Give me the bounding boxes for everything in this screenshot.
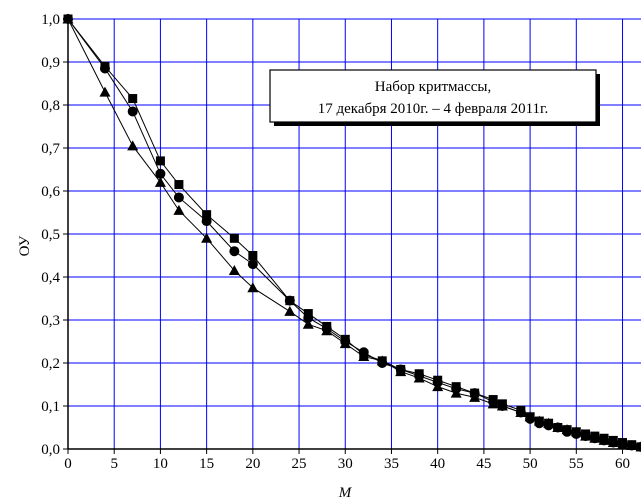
data-point-triangle [607, 437, 619, 448]
data-point-triangle [450, 387, 462, 398]
data-point-triangle [496, 400, 508, 411]
data-point-triangle [570, 426, 582, 437]
x-tick-label: 0 [64, 456, 72, 472]
series-layer [62, 13, 641, 452]
x-axis-title: M [338, 485, 353, 501]
data-point-triangle [201, 232, 213, 243]
data-point-triangle [561, 424, 573, 435]
data-point-square [202, 210, 212, 220]
series-triangle [62, 13, 641, 452]
y-axis-title: ОУ [17, 235, 33, 256]
data-point-triangle [99, 86, 111, 97]
y-tick-label: 1,0 [41, 12, 60, 28]
data-point-triangle [543, 417, 555, 428]
data-point-triangle [321, 325, 333, 336]
x-tick-label: 40 [430, 456, 445, 472]
x-tick-label: 35 [384, 456, 399, 472]
y-tick-label: 0,9 [41, 55, 60, 71]
y-tick-label: 0,5 [41, 227, 60, 243]
data-point-square [174, 180, 184, 190]
y-tick-label: 0,1 [41, 399, 60, 415]
data-point-circle [99, 63, 110, 74]
ticks: 0 5 10 15 20 25 30 35 40 45 50 55 60 0,0 0,1 0,2 0,3 0,4 0… [41, 12, 630, 472]
data-point-triangle [302, 318, 314, 329]
x-tick-label: 20 [245, 456, 260, 472]
data-point-triangle [173, 204, 185, 215]
legend-line-1: Набор критмассы, [375, 79, 491, 95]
x-tick-label: 10 [153, 456, 168, 472]
data-point-triangle [413, 372, 425, 383]
data-point-triangle [376, 355, 388, 366]
data-point-circle [173, 192, 184, 203]
data-point-triangle [395, 366, 407, 377]
y-tick-label: 0,7 [41, 141, 60, 157]
data-point-triangle [432, 381, 444, 392]
data-point-circle [247, 259, 258, 270]
data-point-square [229, 233, 239, 243]
data-point-triangle [469, 391, 481, 402]
x-tick-label: 25 [292, 456, 307, 472]
data-point-circle [155, 168, 166, 179]
x-tick-label: 50 [523, 456, 538, 472]
data-point-triangle [617, 439, 629, 450]
legend-box: Набор критмассы, 17 декабря 2010г. – 4 ф… [269, 69, 600, 126]
y-tick-label: 0,8 [41, 98, 60, 114]
data-point-circle [229, 246, 240, 257]
data-point-triangle [487, 398, 499, 409]
data-point-triangle [533, 415, 545, 426]
data-point-triangle [524, 411, 536, 422]
data-point-triangle [358, 351, 370, 362]
x-tick-label: 30 [338, 456, 353, 472]
y-tick-label: 0,0 [41, 442, 60, 458]
legend-line-2: 17 декабря 2010г. – 4 февраля 2011г. [318, 101, 549, 117]
data-point-circle [303, 312, 314, 323]
y-tick-label: 0,4 [41, 270, 60, 286]
y-tick-label: 0,3 [41, 313, 60, 329]
data-point-triangle [339, 338, 351, 349]
data-point-triangle [580, 430, 592, 441]
data-point-triangle [515, 406, 527, 417]
x-tick-label: 55 [569, 456, 584, 472]
data-point-circle [284, 295, 295, 306]
data-point-square [155, 156, 165, 166]
data-point-square [248, 251, 258, 260]
data-point-triangle [626, 440, 638, 451]
legend-box-frame [269, 69, 597, 123]
data-point-circle [201, 216, 212, 227]
data-point-triangle [247, 282, 259, 293]
x-tick-label: 45 [476, 456, 491, 472]
data-point-triangle [284, 305, 296, 316]
data-point-triangle [228, 265, 240, 276]
data-point-circle [127, 106, 138, 117]
data-point-triangle [589, 432, 601, 443]
data-point-triangle [552, 422, 564, 432]
x-tick-label: 60 [615, 456, 630, 472]
x-tick-label: 15 [199, 456, 214, 472]
data-point-triangle [154, 176, 166, 187]
data-point-triangle [127, 140, 139, 151]
x-tick-label: 5 [110, 456, 118, 472]
data-point-square [128, 94, 138, 104]
y-tick-label: 0,2 [41, 356, 60, 372]
data-point-triangle [598, 434, 610, 445]
y-tick-label: 0,6 [41, 184, 60, 200]
